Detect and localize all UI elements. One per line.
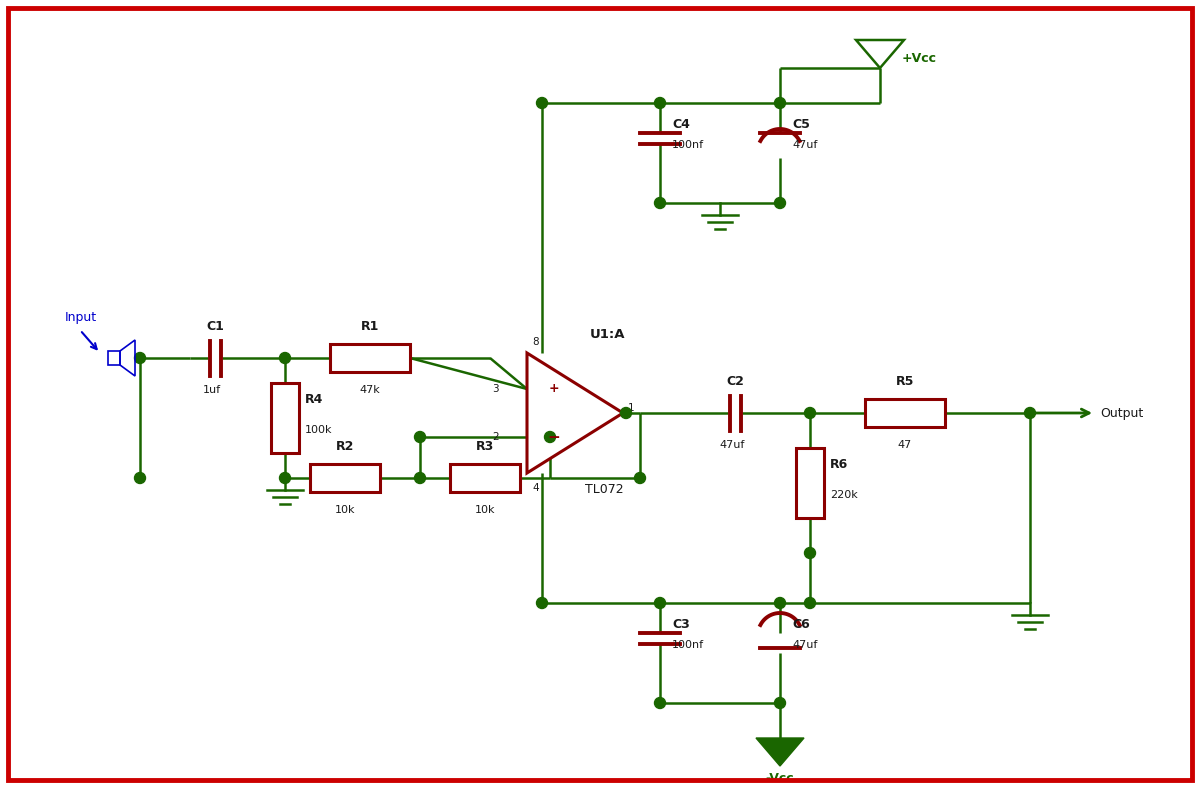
Circle shape [654,597,666,608]
Bar [796,448,824,518]
Circle shape [280,352,290,363]
Text: +: + [548,382,559,396]
Circle shape [1025,407,1036,418]
Text: R6: R6 [830,458,848,471]
Circle shape [536,597,547,608]
Text: 1: 1 [628,403,635,413]
Text: R1: R1 [361,320,379,333]
Circle shape [654,98,666,109]
Circle shape [774,198,786,209]
Text: 10k: 10k [335,505,355,515]
Text: R5: R5 [896,375,914,388]
Text: +Vcc: +Vcc [902,51,937,65]
Text: 10k: 10k [475,505,496,515]
Bar [271,383,299,453]
Text: C2: C2 [726,375,744,388]
Text: 1uf: 1uf [203,385,221,395]
Circle shape [134,473,145,484]
Polygon shape [756,738,804,766]
Circle shape [774,597,786,608]
Text: −: − [547,429,560,444]
Circle shape [545,432,556,443]
Text: 47: 47 [898,440,912,450]
Text: R3: R3 [476,440,494,453]
Text: Output: Output [1100,407,1144,419]
Circle shape [280,473,290,484]
Text: U1:A: U1:A [590,328,625,341]
Text: C1: C1 [206,320,224,333]
Circle shape [620,407,631,418]
Circle shape [774,98,786,109]
Text: 47uf: 47uf [792,140,817,150]
Text: -Vcc: -Vcc [766,771,794,785]
Text: 3: 3 [492,384,499,394]
Circle shape [654,697,666,708]
Text: 47k: 47k [360,385,380,395]
Bar [865,399,946,427]
Text: C4: C4 [672,118,690,131]
Circle shape [134,352,145,363]
Bar [330,344,410,372]
Circle shape [804,548,816,559]
Circle shape [654,198,666,209]
Text: R4: R4 [305,393,323,406]
Text: R2: R2 [336,440,354,453]
Circle shape [804,597,816,608]
Circle shape [414,432,426,443]
Text: 47uf: 47uf [792,640,817,650]
Circle shape [774,697,786,708]
Text: C6: C6 [792,618,810,631]
Circle shape [536,98,547,109]
Text: C5: C5 [792,118,810,131]
Circle shape [414,473,426,484]
Text: 220k: 220k [830,490,858,500]
Text: 47uf: 47uf [719,440,745,450]
Text: 4: 4 [532,483,539,493]
Text: 100nf: 100nf [672,640,704,650]
Text: 8: 8 [532,337,539,347]
Text: C3: C3 [672,618,690,631]
Text: 2: 2 [492,432,499,442]
Circle shape [635,473,646,484]
Text: Input: Input [65,311,97,325]
Text: 100nf: 100nf [672,140,704,150]
Circle shape [804,407,816,418]
Bar [310,464,380,492]
Text: TL072: TL072 [586,483,624,496]
Text: 100k: 100k [305,425,332,435]
Polygon shape [527,353,623,473]
Bar [450,464,520,492]
